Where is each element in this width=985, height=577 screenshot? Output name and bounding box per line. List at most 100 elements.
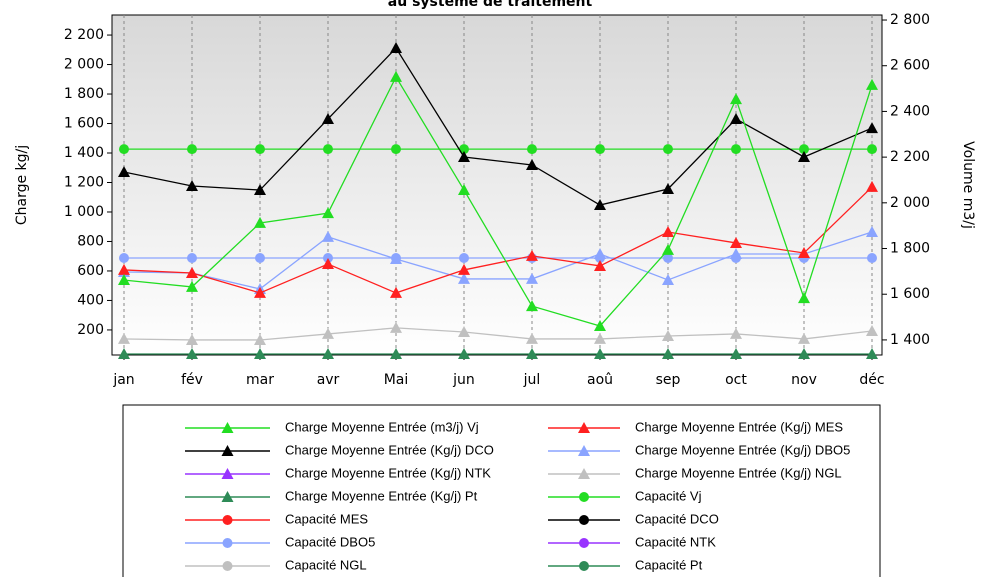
y2-tick-label: 2 000 — [890, 195, 930, 211]
x-tick-label: aoû — [587, 372, 613, 388]
y2-axis-label: Volume m3/j — [960, 141, 976, 229]
series-line — [123, 231, 873, 290]
marker — [578, 422, 590, 433]
marker — [186, 347, 198, 359]
marker — [254, 216, 266, 228]
marker — [662, 329, 674, 341]
marker — [798, 332, 810, 344]
y-axis-label: Charge kg/j — [14, 145, 30, 225]
marker — [662, 347, 674, 359]
marker — [662, 273, 674, 285]
marker — [595, 144, 605, 155]
y2-tick-label: 1 400 — [890, 332, 930, 348]
x-tick-label: oct — [725, 372, 747, 388]
marker — [579, 492, 589, 502]
marker — [323, 252, 333, 263]
marker — [866, 324, 878, 336]
y-tick-label: 2 000 — [64, 57, 104, 73]
y2-tick-label: 2 800 — [890, 12, 930, 28]
marker — [221, 445, 234, 456]
marker — [866, 226, 878, 238]
y-tick-label: 200 — [77, 322, 104, 338]
marker — [730, 327, 742, 339]
x-tick-label: fév — [181, 372, 203, 388]
x-tick-label: mar — [246, 372, 274, 388]
x-tick-label: jul — [523, 372, 541, 388]
legend-label: Capacité NTK — [635, 534, 716, 549]
marker — [390, 70, 402, 82]
series-line — [123, 186, 873, 294]
legend-label: Charge Moyenne Entrée (Kg/j) DCO — [285, 442, 494, 457]
series-line — [123, 46, 873, 206]
x-tick-label: déc — [859, 372, 884, 388]
marker — [186, 267, 198, 279]
marker — [322, 258, 334, 270]
marker — [254, 286, 266, 298]
chart-title: au système de traitement — [388, 0, 593, 10]
marker — [118, 347, 130, 359]
marker — [459, 252, 469, 263]
x-tick-label: sep — [656, 372, 681, 388]
marker — [866, 180, 878, 192]
marker — [390, 321, 402, 333]
marker — [222, 561, 233, 571]
marker — [730, 248, 742, 260]
marker — [390, 42, 402, 54]
series-line — [123, 75, 873, 327]
marker — [730, 112, 742, 124]
marker — [322, 230, 334, 242]
marker — [866, 78, 878, 90]
legend-label: Capacité MES — [285, 511, 368, 526]
legend-label: Capacité NGL — [285, 557, 367, 572]
marker — [798, 347, 810, 359]
marker — [221, 491, 234, 502]
marker — [731, 144, 741, 155]
marker — [458, 347, 470, 359]
legend-label: Capacité Vj — [635, 488, 702, 503]
marker — [867, 144, 877, 155]
marker — [579, 561, 589, 571]
legend-label: Capacité DBO5 — [285, 534, 375, 549]
marker — [866, 122, 878, 134]
marker — [730, 236, 742, 248]
marker — [527, 144, 537, 155]
plot-area — [111, 14, 883, 356]
marker — [390, 347, 402, 359]
marker — [798, 150, 810, 162]
marker — [594, 347, 606, 359]
marker — [119, 144, 129, 155]
marker — [186, 180, 198, 192]
marker — [459, 144, 469, 155]
marker — [255, 252, 265, 263]
marker — [458, 272, 470, 284]
marker — [458, 325, 470, 337]
marker — [662, 182, 674, 194]
marker — [186, 333, 198, 345]
marker — [526, 300, 538, 312]
legend-box — [122, 404, 881, 577]
legend-label: Capacité DCO — [635, 511, 719, 526]
marker — [187, 144, 197, 155]
y2-tick-label: 1 600 — [890, 286, 930, 302]
marker — [458, 150, 470, 162]
marker — [526, 332, 538, 344]
marker — [594, 332, 606, 344]
marker — [322, 327, 334, 339]
marker — [254, 347, 266, 359]
y2-tick-label: 2 400 — [890, 103, 930, 119]
series-line — [123, 327, 873, 341]
marker — [866, 347, 878, 359]
marker — [390, 253, 402, 265]
marker — [663, 144, 673, 155]
legend-label: Charge Moyenne Entrée (Kg/j) NTK — [285, 465, 491, 480]
y-tick-label: 2 200 — [64, 27, 104, 43]
marker — [118, 166, 130, 178]
marker — [579, 515, 589, 525]
marker — [254, 184, 266, 196]
y-tick-label: 1 800 — [64, 86, 104, 102]
y-tick-label: 1 200 — [64, 174, 104, 190]
marker — [578, 468, 590, 479]
y-tick-label: 800 — [77, 233, 104, 249]
marker — [222, 515, 233, 525]
